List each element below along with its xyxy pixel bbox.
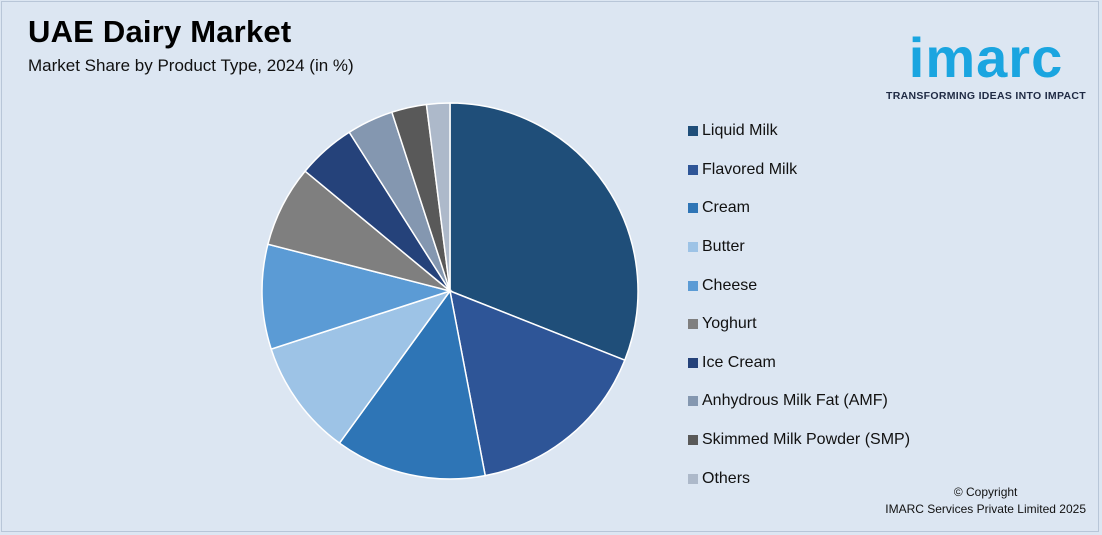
- pie-slice-flavored-milk: [449, 289, 626, 477]
- legend-swatch: [688, 203, 698, 214]
- legend-label: Cheese: [702, 276, 758, 294]
- copyright-company: IMARC Services Private Limited 2025: [885, 502, 1086, 516]
- legend-label: Cream: [702, 199, 751, 217]
- legend-label: Flavored Milk: [702, 160, 798, 178]
- pie-chart: [261, 102, 639, 480]
- legend-swatch: [688, 280, 698, 291]
- pie-slice-others: [425, 102, 451, 292]
- legend-label: Liquid Milk: [702, 122, 778, 140]
- legend-swatch: [688, 164, 698, 175]
- legend-item: Ice Cream: [688, 344, 910, 383]
- legend-swatch: [688, 473, 698, 484]
- legend-item: Butter: [688, 228, 910, 267]
- pie-slice-liquid-milk: [449, 102, 639, 362]
- page-title: UAE Dairy Market: [28, 14, 292, 49]
- legend-label: Ice Cream: [702, 353, 776, 371]
- legend-swatch: [688, 435, 698, 446]
- legend-item: Cheese: [688, 266, 910, 305]
- pie-slice-cheese: [261, 243, 453, 351]
- legend-item: Others: [688, 459, 910, 498]
- legend-label: Others: [702, 469, 751, 487]
- pie-slices: [261, 102, 639, 480]
- chart-legend: Liquid Milk Flavored Milk Cream Butter Chees…: [688, 112, 910, 498]
- legend-item: Flavored Milk: [688, 151, 910, 190]
- logo-wordmark: imarc: [908, 26, 1064, 89]
- legend-item: Anhydrous Milk Fat (AMF): [688, 382, 910, 421]
- pie-slice-butter: [270, 289, 452, 445]
- legend-label: Yoghurt: [702, 315, 757, 333]
- legend-swatch: [688, 357, 698, 368]
- legend-item: Skimmed Milk Powder (SMP): [688, 421, 910, 460]
- legend-swatch: [688, 319, 698, 330]
- legend-item: Yoghurt: [688, 305, 910, 344]
- legend-label: Skimmed Milk Powder (SMP): [702, 431, 911, 449]
- copyright-line: © Copyright: [953, 485, 1018, 499]
- legend-swatch: [688, 396, 698, 407]
- legend-item: Cream: [688, 189, 910, 228]
- imarc-logo: imarc TRANSFORMING IDEAS INTO IMPACT: [880, 14, 1092, 106]
- legend-item: Liquid Milk: [688, 112, 910, 151]
- legend-swatch: [688, 126, 698, 137]
- legend-label: Anhydrous Milk Fat (AMF): [702, 392, 888, 410]
- legend-swatch: [688, 242, 698, 253]
- logo-tagline: TRANSFORMING IDEAS INTO IMPACT: [886, 90, 1086, 102]
- chart-subtitle: Market Share by Product Type, 2024 (in %…: [28, 56, 354, 75]
- legend-label: Butter: [702, 238, 745, 256]
- pie-slice-cream: [338, 289, 487, 480]
- copyright-notice: © Copyright IMARC Services Private Limit…: [885, 484, 1086, 518]
